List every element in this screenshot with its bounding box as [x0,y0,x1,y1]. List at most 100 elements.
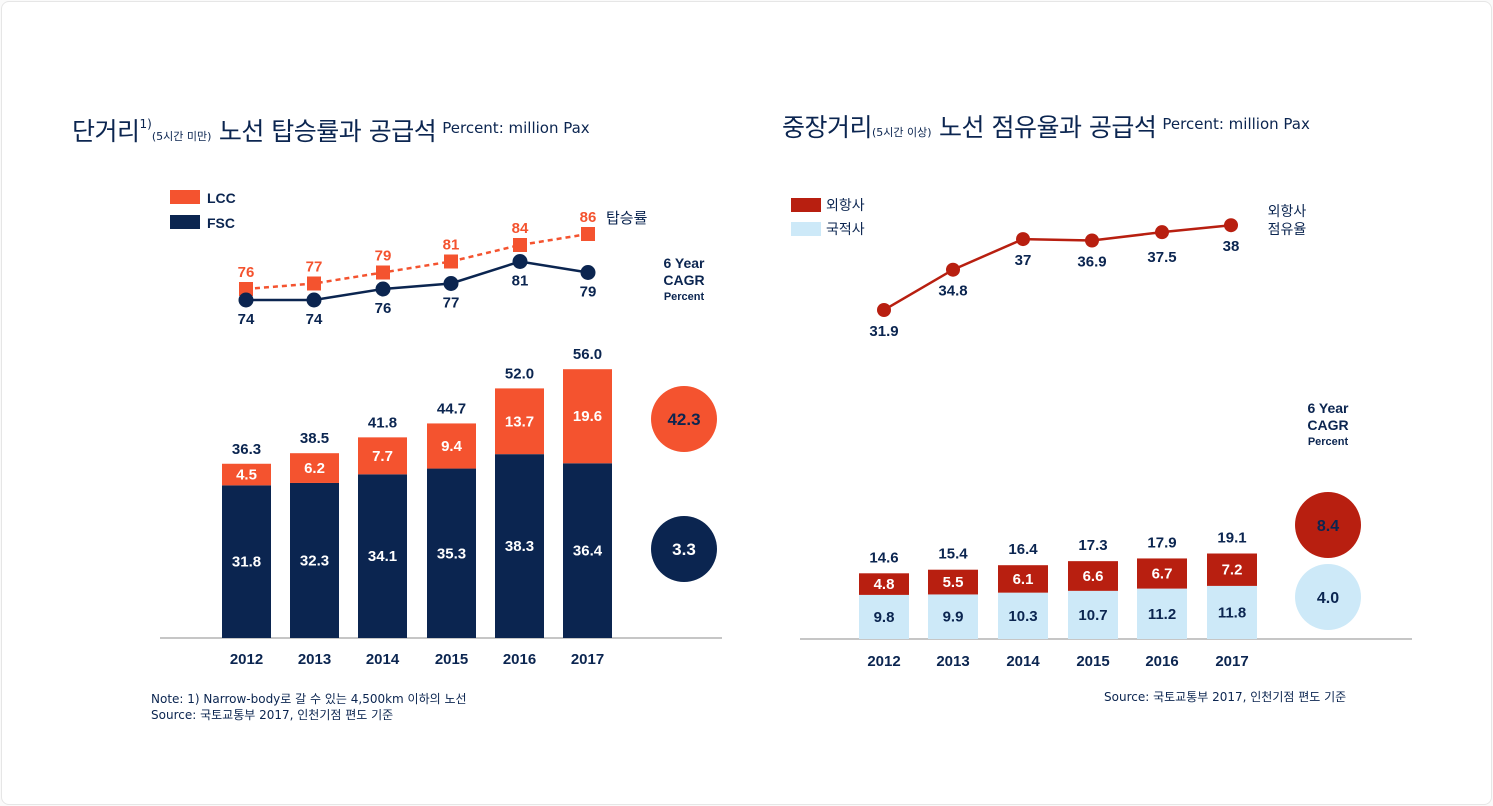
foreign-share-value: 38 [1223,238,1240,255]
domestic-bar [859,594,909,639]
lcc-load-factor-line [245,232,589,291]
lcc-bar [427,423,476,469]
lcc-bar-value: 7.7 [372,448,393,465]
fsc-bar-value: 31.8 [232,554,261,571]
x-tick-label: 2012 [867,653,900,670]
cagr-title: CAGR [663,272,704,288]
fsc-bar-value: 36.4 [573,543,603,560]
fsc-value-label: 77 [443,295,460,312]
cagr-subtitle: Percent [664,291,705,303]
foreign-bar [1068,561,1118,591]
foreign-bar-value: 7.2 [1222,562,1243,579]
fsc-cagr-circle [651,516,717,582]
foreign-share-point [1155,225,1169,240]
foreign-share-point [1016,232,1030,247]
fsc-bar-value: 34.1 [368,548,397,565]
lcc-value-label: 76 [238,264,255,281]
fsc-cagr-value: 3.3 [672,540,696,559]
fsc-point [443,276,459,291]
bar-total-label: 14.6 [869,549,898,566]
lcc-value-label: 79 [375,248,392,265]
foreign-share-point [946,262,960,277]
fsc-bar [222,485,271,638]
domestic-bar-value: 10.3 [1008,608,1037,625]
foreign-share-point [1085,233,1099,248]
lcc-cagr-value: 42.3 [667,410,700,429]
foreign-bar-value: 5.5 [943,574,964,591]
x-tick-label: 2012 [230,651,263,668]
lcc-point [239,282,253,296]
x-tick-label: 2013 [936,653,969,670]
lcc-bar-value: 9.4 [441,438,463,455]
lcc-cagr-circle [651,386,717,452]
x-tick-label: 2017 [1215,653,1248,670]
bar-total-label: 15.4 [938,546,968,563]
lcc-point [581,227,595,241]
bar-total-label: 52.0 [505,365,534,382]
foreign-share-value: 37.5 [1147,249,1176,266]
fsc-point [238,292,254,308]
lcc-value-label: 84 [512,220,529,237]
x-tick-label: 2015 [435,651,468,668]
bar-total-label: 19.1 [1217,530,1246,547]
lcc-bar [495,388,544,455]
x-tick-label: 2014 [366,651,400,668]
fsc-point [580,265,596,280]
lcc-bar-value: 13.7 [505,413,534,430]
legend-fsc-swatch [170,215,200,229]
legend-fsc-label: FSC [207,215,235,231]
x-tick-label: 2016 [1145,653,1178,670]
x-tick-label: 2013 [298,651,331,668]
fsc-bar-value: 35.3 [437,545,466,562]
left-chart-title: 단거리1)(5시간 미만) 노선 탑승률과 공급석 Percent: millio… [72,117,590,146]
foreign-bar [998,565,1048,593]
fsc-value-label: 81 [512,273,529,290]
foreign-share-line [883,223,1232,312]
fsc-value-label: 74 [306,311,323,328]
foreign-share-point [877,303,891,317]
note-line: Note: 1) Narrow-body로 갈 수 있는 4,500km 이하의… [151,692,467,706]
x-tick-label: 2017 [571,651,604,668]
fsc-bar-value: 38.3 [505,538,534,555]
foreign-bar [928,569,978,595]
fsc-load-factor-line [246,260,589,302]
lcc-point [513,238,527,252]
right-chart-title: 중장거리(5시간 이상) 노선 점유율과 공급석 Percent: million… [782,113,1310,142]
lcc-bar-value: 4.5 [236,467,257,484]
fsc-point [306,292,322,308]
lcc-bar [290,453,339,483]
foreign-bar [859,573,909,595]
cagr-title: 6 Year [1307,400,1349,416]
lcc-value-label: 86 [580,209,597,226]
foreign-share-value: 36.9 [1077,254,1106,271]
legend-domestic-swatch [791,222,821,236]
lcc-value-label: 81 [443,237,460,254]
domestic-bar [998,592,1048,639]
fsc-bar [290,482,339,638]
foreign-bar [1137,558,1187,589]
right-source: Source: 국토교통부 2017, 인천기점 편도 기준 [1104,690,1347,704]
domestic-bar [1068,590,1118,639]
x-tick-label: 2015 [1076,653,1109,670]
left-unit-label: Percent: million Pax [442,119,590,137]
fsc-bar-value: 32.3 [300,552,329,569]
cagr-title: CAGR [1307,417,1348,433]
foreign-bar-value: 6.1 [1013,571,1034,588]
fsc-point [375,281,391,297]
lcc-value-label: 77 [306,259,323,276]
legend-foreign-label: 외항사 [826,197,865,213]
foreign-share-value: 37 [1015,252,1032,269]
fsc-bar [427,468,476,638]
domestic-cagr-circle [1295,564,1361,630]
lcc-point [376,265,390,280]
fsc-point [512,254,528,269]
foreign-share-value: 31.9 [869,323,898,340]
domestic-cagr-value: 4.0 [1317,590,1339,607]
foreign-bar [1207,553,1257,586]
load-factor-label: 탑승률 [606,210,648,227]
lcc-bar-value: 6.2 [304,460,325,477]
bar-total-label: 44.7 [437,400,466,417]
share-label: 점유율 [1268,221,1307,237]
